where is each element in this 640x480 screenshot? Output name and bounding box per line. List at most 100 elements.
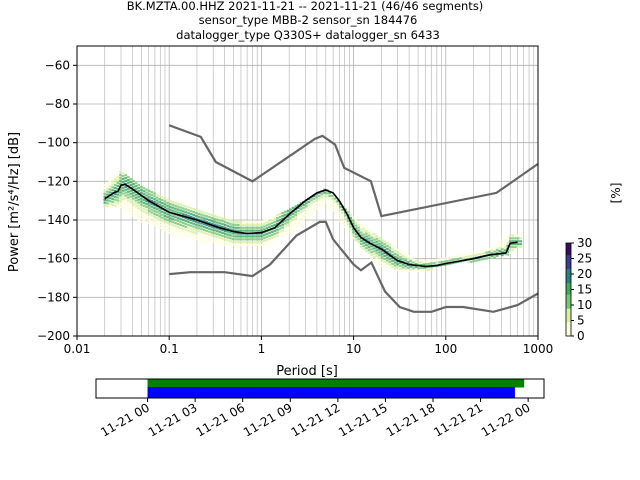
density-cell [490,252,494,255]
density-cell [158,209,161,212]
density-cell [320,201,324,205]
density-cell [443,257,447,260]
density-cell [200,222,203,225]
density-cell [236,223,240,226]
density-cell [396,251,400,254]
density-cell [263,219,266,222]
density-cell [158,226,161,230]
density-cell [153,209,156,212]
density-cell [215,227,219,230]
density-cell [440,260,444,264]
density-cell [242,220,245,224]
density-cell [103,204,107,207]
density-cell [498,241,502,244]
density-cell [299,216,303,220]
density-cell [320,196,324,199]
density-cell [495,248,499,251]
density-cell [195,232,198,235]
density-cell [226,221,230,225]
density-cell [226,239,230,242]
density-cell [163,217,167,220]
density-cell [362,227,366,230]
density-cell [367,237,371,240]
density-cell [106,193,109,196]
density-cell [236,232,240,235]
high-noise-model-line [168,124,539,218]
y-tick-label: −180 [37,290,70,304]
colorbar-segment [566,322,571,325]
density-cell [145,194,148,197]
density-cell [315,199,318,202]
density-cell [357,226,360,229]
density-cell [490,249,494,252]
density-cell [516,243,520,246]
colorbar-segment [566,282,571,286]
density-cell [304,210,308,214]
density-cell [119,197,122,200]
density-cell [187,235,190,238]
density-cell [158,218,161,221]
density-cell [176,217,180,220]
density-cell [404,259,407,262]
density-cell [414,266,418,269]
density-cell [119,188,122,191]
density-cell [289,214,292,217]
density-cell [161,216,164,219]
density-cell [260,226,264,229]
density-cell [474,259,478,262]
density-cell [370,245,373,248]
density-cell [161,225,164,228]
density-cell [129,192,133,195]
density-cell [289,225,292,229]
density-cell [184,222,188,225]
density-cell [362,233,366,236]
colorbar-segment [566,275,571,279]
density-cell [247,223,250,226]
colorbar-segment [566,291,571,295]
density-cell [113,175,117,178]
density-cell [386,244,389,248]
density-cell [137,207,141,210]
density-cell [142,190,146,193]
density-cell [129,207,133,210]
density-cell [338,211,342,214]
density-cell [108,197,112,200]
density-cell [168,226,172,229]
density-cell [106,205,109,208]
density-cell [307,212,311,215]
density-cell [352,216,355,219]
density-cell [142,213,146,216]
density-cell [161,219,164,222]
density-cell [236,226,240,229]
density-cell [370,233,373,236]
chart-title-line1: BK.MZTA.00.HHZ 2021-11-21 -- 2021-11-21 … [127,0,484,13]
density-cell [503,237,507,241]
density-cell [168,208,172,211]
density-cell [239,238,243,241]
density-cell [307,203,311,206]
density-cell [229,231,232,234]
density-cell [469,260,473,263]
density-cell [257,229,261,232]
density-cell [310,210,313,214]
density-cell [328,192,332,195]
density-cell [388,249,392,252]
colorbar-segment [566,308,571,311]
density-cell [113,201,117,204]
density-cell [103,187,107,190]
density-cell [134,182,138,185]
density-cell [370,239,373,242]
density-cell [147,215,151,219]
density-cell [367,234,371,237]
density-cell [388,261,392,264]
density-cell [140,185,143,189]
density-cell [249,235,253,238]
density-cell [323,200,326,203]
density-cell [506,253,509,256]
colorbar-segment [566,324,571,328]
density-cell [372,258,376,262]
density-cell [168,228,172,232]
density-cell [511,245,515,249]
density-cell [215,218,219,221]
density-cell [210,240,214,243]
